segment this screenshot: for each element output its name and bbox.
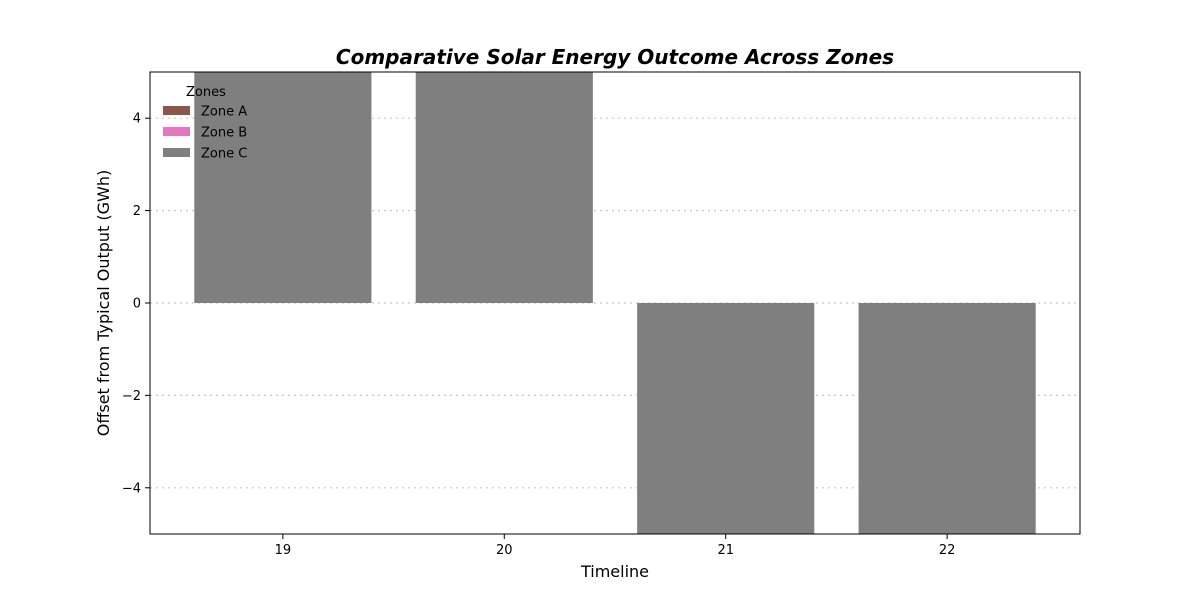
legend-label-zone-c: Zone C	[201, 147, 247, 162]
x-tick-label: 22	[939, 543, 956, 558]
bar-zone-c-20	[415, 72, 593, 303]
bar-zone-c-19	[194, 72, 372, 303]
legend-swatch-zone-a	[163, 106, 190, 115]
bars	[194, 72, 1036, 534]
bar-zone-c-21	[637, 303, 815, 534]
y-axis: −4 −2 0 2 4	[122, 112, 150, 496]
x-tick-label: 20	[496, 543, 513, 558]
legend-label-zone-b: Zone B	[201, 126, 247, 141]
legend-swatch-zone-b	[163, 127, 190, 136]
chart-title: Comparative Solar Energy Outcome Across …	[336, 45, 894, 69]
y-tick-label: −4	[122, 481, 141, 496]
x-tick-label: 21	[717, 543, 734, 558]
y-axis-label: Offset from Typical Output (GWh)	[94, 170, 113, 436]
x-axis: 19 20 21 22	[275, 534, 956, 558]
x-tick-label: 19	[275, 543, 292, 558]
legend: Zones Zone A Zone B Zone C	[163, 85, 247, 162]
x-axis-label: Timeline	[580, 562, 649, 581]
y-tick-label: −2	[122, 389, 141, 404]
legend-label-zone-a: Zone A	[201, 105, 247, 120]
y-tick-label: 2	[133, 204, 141, 219]
y-tick-label: 4	[133, 112, 141, 127]
legend-title: Zones	[186, 85, 226, 100]
y-tick-label: 0	[133, 297, 141, 312]
bar-zone-c-22	[858, 303, 1036, 534]
legend-swatch-zone-c	[163, 148, 190, 157]
